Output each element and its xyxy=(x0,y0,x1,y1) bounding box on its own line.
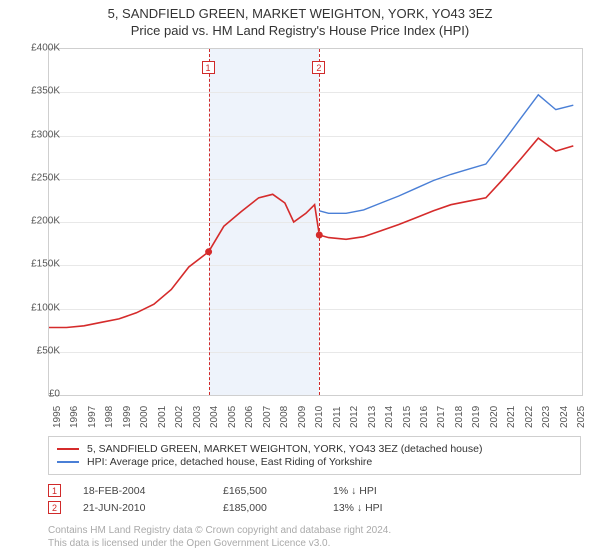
x-axis-label: 2021 xyxy=(506,406,517,428)
y-axis-label: £150K xyxy=(12,259,60,270)
x-axis-label: 2003 xyxy=(192,406,203,428)
event-date: 18-FEB-2004 xyxy=(83,485,223,497)
x-axis-label: 1997 xyxy=(87,406,98,428)
series-property xyxy=(49,138,573,327)
legend-item: 5, SANDFIELD GREEN, MARKET WEIGHTON, YOR… xyxy=(57,443,572,455)
chart-plot-area: 12 xyxy=(48,48,583,396)
x-axis-label: 2008 xyxy=(279,406,290,428)
x-axis-label: 2022 xyxy=(524,406,535,428)
legend-swatch-red xyxy=(57,448,79,450)
title-address: 5, SANDFIELD GREEN, MARKET WEIGHTON, YOR… xyxy=(0,6,600,21)
series-hpi xyxy=(319,95,573,214)
x-axis-label: 2005 xyxy=(227,406,238,428)
events-table: 1 18-FEB-2004 £165,500 1% ↓ HPI 2 21-JUN… xyxy=(48,480,581,518)
y-axis-label: £400K xyxy=(12,43,60,54)
chart-title-block: 5, SANDFIELD GREEN, MARKET WEIGHTON, YOR… xyxy=(0,0,600,38)
y-axis-label: £0 xyxy=(12,389,60,400)
x-axis-label: 2000 xyxy=(139,406,150,428)
x-axis-label: 2007 xyxy=(262,406,273,428)
sale-point xyxy=(205,248,212,255)
legend-label: HPI: Average price, detached house, East… xyxy=(87,456,372,468)
x-axis-label: 2025 xyxy=(576,406,587,428)
y-axis-label: £100K xyxy=(12,302,60,313)
x-axis-label: 2011 xyxy=(332,406,343,428)
y-axis-label: £50K xyxy=(12,345,60,356)
x-axis-label: 2002 xyxy=(174,406,185,428)
event-date: 21-JUN-2010 xyxy=(83,502,223,514)
legend-swatch-blue xyxy=(57,461,79,463)
event-marker-2: 2 xyxy=(48,501,61,514)
footer-line: This data is licensed under the Open Gov… xyxy=(48,537,581,550)
x-axis-label: 2020 xyxy=(489,406,500,428)
x-axis-label: 2017 xyxy=(436,406,447,428)
x-axis-label: 2001 xyxy=(157,406,168,428)
x-axis-label: 2018 xyxy=(454,406,465,428)
x-axis-label: 1998 xyxy=(104,406,115,428)
sale-point xyxy=(316,232,323,239)
title-subtitle: Price paid vs. HM Land Registry's House … xyxy=(0,23,600,38)
legend-item: HPI: Average price, detached house, East… xyxy=(57,456,572,468)
event-delta: 13% ↓ HPI xyxy=(333,502,443,514)
x-axis-label: 2010 xyxy=(314,406,325,428)
footer-attribution: Contains HM Land Registry data © Crown c… xyxy=(48,524,581,550)
x-axis-label: 2016 xyxy=(419,406,430,428)
x-axis-label: 1995 xyxy=(52,406,63,428)
legend-label: 5, SANDFIELD GREEN, MARKET WEIGHTON, YOR… xyxy=(87,443,482,455)
x-axis-label: 2006 xyxy=(244,406,255,428)
y-axis-label: £200K xyxy=(12,216,60,227)
x-axis-label: 2023 xyxy=(541,406,552,428)
event-row: 1 18-FEB-2004 £165,500 1% ↓ HPI xyxy=(48,484,581,497)
x-axis-label: 2024 xyxy=(559,406,570,428)
y-axis-label: £250K xyxy=(12,172,60,183)
x-axis-label: 2013 xyxy=(367,406,378,428)
y-axis-label: £300K xyxy=(12,129,60,140)
x-axis-label: 2019 xyxy=(471,406,482,428)
event-row: 2 21-JUN-2010 £185,000 13% ↓ HPI xyxy=(48,501,581,514)
footer-line: Contains HM Land Registry data © Crown c… xyxy=(48,524,581,537)
x-axis-label: 2004 xyxy=(209,406,220,428)
event-price: £185,000 xyxy=(223,502,333,514)
y-axis-label: £350K xyxy=(12,86,60,97)
x-axis-label: 2012 xyxy=(349,406,360,428)
event-delta: 1% ↓ HPI xyxy=(333,485,443,497)
event-price: £165,500 xyxy=(223,485,333,497)
x-axis-label: 2014 xyxy=(384,406,395,428)
x-axis-label: 2015 xyxy=(402,406,413,428)
event-marker-1: 1 xyxy=(48,484,61,497)
legend: 5, SANDFIELD GREEN, MARKET WEIGHTON, YOR… xyxy=(48,436,581,475)
x-axis-label: 1996 xyxy=(69,406,80,428)
x-axis-label: 1999 xyxy=(122,406,133,428)
x-axis-label: 2009 xyxy=(297,406,308,428)
plot-svg xyxy=(49,49,582,395)
